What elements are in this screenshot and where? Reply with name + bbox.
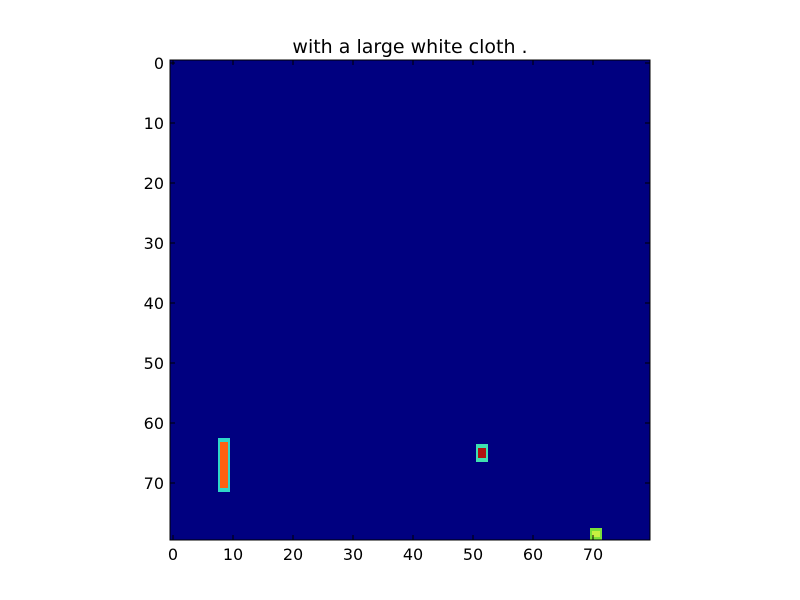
- x-tick-label: 50: [463, 545, 483, 564]
- x-tick-label: 0: [168, 545, 178, 564]
- x-tick-label: 40: [403, 545, 423, 564]
- y-tick-label: 70: [144, 474, 164, 493]
- plot-frame: [169, 59, 651, 541]
- heatmap-background: [170, 60, 650, 540]
- x-tick-label: 70: [583, 545, 603, 564]
- y-tick-label: 10: [144, 114, 164, 133]
- heatmap-region-2-core: [478, 448, 486, 458]
- x-tick-label: 60: [523, 545, 543, 564]
- y-tick-label: 30: [144, 234, 164, 253]
- heatmap-region-3-core: [592, 531, 600, 537]
- chart-title: with a large white cloth .: [292, 36, 527, 58]
- y-tick-label: 40: [144, 294, 164, 313]
- x-tick-label: 10: [223, 545, 243, 564]
- x-tick-label: 30: [343, 545, 363, 564]
- y-tick-label: 50: [144, 354, 164, 373]
- y-tick-label: 60: [144, 414, 164, 433]
- heatmap-region-1-core: [220, 442, 228, 488]
- plot-area: 0 10 20 30 40 50 60 70 0 10 20 30 40 50 60 70: [144, 54, 651, 564]
- y-tick-label: 0: [154, 54, 164, 73]
- y-tick-label: 20: [144, 174, 164, 193]
- x-tick-label: 20: [283, 545, 303, 564]
